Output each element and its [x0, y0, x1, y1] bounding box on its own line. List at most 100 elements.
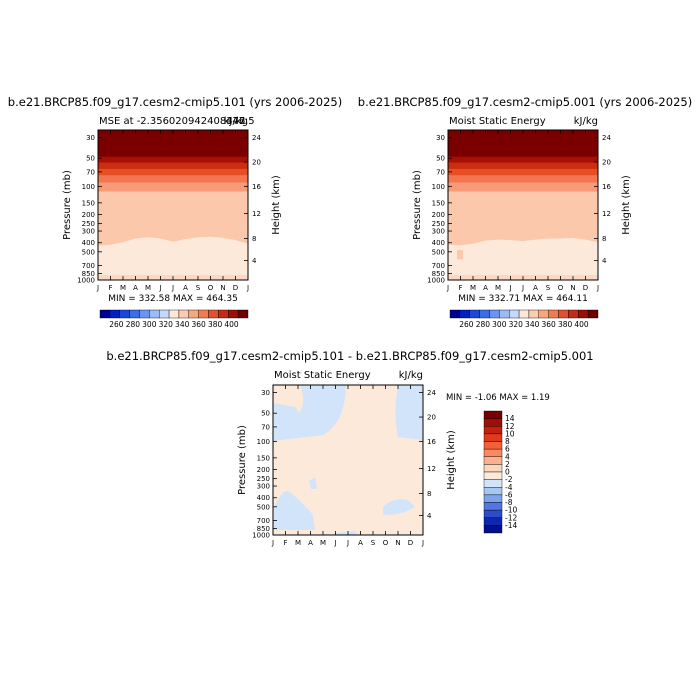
colorbar-swatch	[483, 517, 503, 526]
x-tick-label: J	[171, 284, 174, 292]
x-tick-label: S	[546, 284, 551, 292]
colorbar-swatch	[568, 309, 579, 319]
panel-2-subtitle-left: Moist Static Energy	[449, 116, 546, 127]
y-tick-label: 700	[257, 517, 270, 525]
colorbar-label: 260	[459, 320, 474, 329]
y2-tick-label: 24	[427, 389, 436, 397]
x-tick-label: J	[158, 284, 161, 292]
x-tick-label: J	[446, 284, 449, 292]
colorbar-label: 380	[558, 320, 573, 329]
colorbar-swatch	[538, 309, 549, 319]
y2-tick-label: 24	[602, 134, 611, 142]
y-tick-label: 850	[257, 525, 270, 533]
colorbar-swatch	[168, 309, 180, 319]
diff-negative-region-6	[383, 499, 415, 515]
y2-tick-label: 20	[602, 159, 611, 167]
panel-1-ylabel: Pressure (mb)	[62, 170, 73, 240]
y-tick-label: 150	[432, 199, 445, 207]
y-tick-label: 70	[86, 168, 95, 176]
colorbar-swatch	[228, 309, 239, 319]
y-tick-label: 250	[432, 220, 445, 228]
diff-negative-region-4	[273, 491, 315, 530]
y-tick-label: 400	[432, 239, 445, 247]
x-tick-label: M	[145, 284, 151, 292]
contour-band-1	[98, 130, 248, 162]
colorbar-swatch	[188, 309, 199, 319]
colorbar-swatch	[558, 309, 569, 319]
y-tick-label: 100	[257, 438, 270, 446]
panel-1-colorbar: 260 280 300 320 340 360 380 400	[99, 309, 249, 329]
x-tick-label: A	[133, 284, 138, 292]
y-tick-label: 150	[82, 199, 95, 207]
colorbar-label: -8	[505, 498, 513, 507]
y-tick-label: 400	[82, 239, 95, 247]
y-tick-label: 300	[432, 228, 445, 236]
x-tick-label: A	[308, 539, 313, 547]
colorbar-swatch	[578, 309, 589, 319]
y-tick-label: 400	[257, 494, 270, 502]
panel-3-title: b.e21.BRCP85.f09_g17.cesm2-cmip5.101 - b…	[106, 349, 593, 363]
x-tick-label: F	[458, 284, 462, 292]
y2-tick-label: 8	[252, 235, 256, 243]
y2-tick-label: 4	[602, 257, 607, 265]
y-tick-label: 250	[257, 475, 270, 483]
panel-2-plot: J F M A M J J A S O N D J305070100150200250300400500…	[427, 129, 611, 292]
colorbar-swatch	[237, 309, 249, 319]
y-tick-label: 50	[436, 155, 445, 163]
x-tick-label: J	[246, 284, 249, 292]
colorbar-swatch	[489, 309, 500, 319]
x-tick-label: O	[383, 539, 389, 547]
contour-band-1	[448, 130, 598, 162]
diff-negative-region-3	[395, 385, 423, 440]
y2-tick-label: 12	[427, 465, 436, 473]
x-tick-label: J	[271, 539, 274, 547]
colorbar-label: 260	[109, 320, 124, 329]
y2-tick-label: 8	[427, 490, 431, 498]
colorbar-swatch	[483, 525, 503, 534]
colorbar-swatch	[483, 410, 503, 419]
y2-tick-label: 20	[252, 159, 261, 167]
y-tick-label: 30	[436, 134, 445, 142]
colorbar-label: 360	[192, 320, 207, 329]
colorbar-label: 2	[505, 460, 510, 469]
colorbar-swatch	[587, 309, 599, 319]
y2-tick-label: 20	[427, 414, 436, 422]
diff-negative-region-2	[273, 385, 346, 441]
y-tick-label: 150	[257, 454, 270, 462]
y-tick-label: 100	[432, 183, 445, 191]
colorbar-label: 320	[509, 320, 524, 329]
y-tick-label: 300	[257, 483, 270, 491]
x-tick-label: A	[358, 539, 363, 547]
colorbar-label: 14	[505, 414, 515, 423]
y2-tick-label: 4	[252, 257, 257, 265]
colorbar-swatch	[483, 487, 503, 496]
panel-2-stats: MIN = 332.71 MAX = 464.11	[458, 294, 588, 304]
panel-1: b.e21.BRCP85.f09_g17.cesm2-cmip5.101 (yr…	[8, 95, 342, 329]
y-tick-label: 50	[261, 410, 270, 418]
colorbar-label: 4	[505, 452, 510, 461]
x-tick-label: A	[533, 284, 538, 292]
x-tick-label: M	[120, 284, 126, 292]
panel-1-stats: MIN = 332.58 MAX = 464.35	[108, 294, 238, 304]
x-tick-label: J	[333, 539, 336, 547]
panel-1-subtitle-left: MSE at -2.356020942408376	[99, 116, 245, 127]
x-tick-label: D	[233, 284, 238, 292]
y-tick-label: 1000	[427, 277, 445, 285]
colorbar-swatch	[528, 309, 540, 319]
panel-2-y2label: Height (km)	[621, 175, 632, 235]
y2-tick-label: 16	[252, 183, 261, 191]
y-tick-label: 850	[432, 270, 445, 278]
y2-tick-label: 24	[252, 134, 261, 142]
x-tick-label: O	[558, 284, 564, 292]
panel-2-ylabel: Pressure (mb)	[412, 170, 423, 240]
colorbar-label: 300	[142, 320, 157, 329]
colorbar-swatch	[149, 309, 160, 319]
colorbar-swatch	[479, 309, 490, 319]
x-tick-label: J	[346, 539, 349, 547]
y-tick-label: 70	[436, 168, 445, 176]
contour-band-8	[448, 237, 598, 280]
panel-1-y2label: Height (km)	[271, 175, 282, 235]
colorbar-swatch	[459, 309, 470, 319]
y-tick-label: 850	[82, 270, 95, 278]
